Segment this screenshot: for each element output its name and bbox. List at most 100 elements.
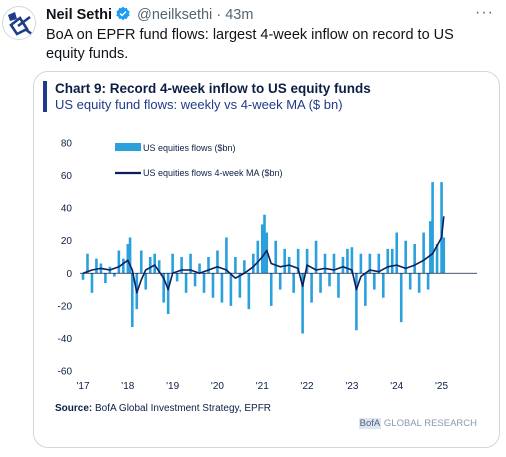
weekly-flow-bar	[305, 248, 309, 274]
legend-label-weekly: US equities flows ($bn)	[143, 143, 236, 153]
y-tick-label: 0	[66, 269, 72, 280]
weekly-flow-bar	[386, 248, 390, 274]
x-tick-label: '23	[345, 381, 358, 392]
weekly-flow-bar	[122, 258, 125, 274]
weekly-flow-bar	[95, 258, 98, 274]
source-label: Source:	[55, 403, 93, 414]
weekly-flow-bar	[90, 273, 94, 293]
weekly-flow-bar	[81, 273, 85, 280]
weekly-flow-bar	[314, 240, 318, 274]
y-tick-label: 80	[61, 139, 73, 150]
source-note: Source: BofA Global Investment Strategy,…	[55, 403, 271, 414]
weekly-flow-bar	[377, 253, 381, 274]
weekly-flow-bar	[390, 248, 394, 274]
x-tick-label: '18	[121, 381, 134, 392]
weekly-flow-bar	[350, 247, 354, 274]
weekly-flow-bar	[431, 182, 434, 274]
weekly-flow-bar	[435, 243, 439, 274]
x-tick-label: '22	[301, 381, 314, 392]
author-name[interactable]: Neil Sethi	[46, 7, 113, 23]
author-handle[interactable]: @neilksethi	[137, 7, 213, 23]
weekly-flow-bar	[162, 273, 165, 303]
chart-subtitle: US equity fund flows: weekly vs 4-week M…	[55, 97, 343, 112]
x-axis: '17 '18 '19 '20 '21 '22 '23 '24 '25	[76, 381, 448, 392]
avatar[interactable]	[2, 6, 36, 40]
weekly-flow-bar	[117, 250, 121, 274]
y-tick-label: 20	[61, 236, 73, 247]
weekly-flow-bar	[278, 273, 282, 290]
tweet-header: Neil Sethi @neilksethi · 43m ···	[46, 4, 498, 26]
weekly-flow-bar	[359, 253, 363, 274]
weekly-flow-bar	[247, 273, 251, 310]
brand-mark: BofA GLOBAL RESEARCH	[358, 418, 477, 429]
weekly-flow-bar	[126, 243, 130, 274]
weekly-flow-bar	[263, 214, 266, 274]
x-tick-label: '17	[76, 381, 89, 392]
weekly-flow-bar	[104, 273, 107, 284]
weekly-flow-bar	[292, 273, 295, 293]
weekly-flow-bar	[373, 273, 376, 290]
weekly-flow-bar	[346, 248, 349, 274]
ma-line	[82, 216, 445, 294]
weekly-flow-bar	[301, 273, 304, 334]
weekly-flow-bar	[319, 273, 322, 293]
weekly-flow-bar	[440, 182, 443, 274]
weekly-flow-bar	[211, 273, 215, 298]
tweet-text: BoA on EPFR fund flows: largest 4-week i…	[46, 27, 454, 62]
x-tick-label: '21	[256, 381, 269, 392]
weekly-flow-bar	[260, 224, 264, 274]
weekly-flow-bar	[323, 253, 327, 274]
weekly-flow-bar	[202, 273, 206, 293]
weekly-flow-bar	[175, 273, 179, 282]
media-card[interactable]: Chart 9: Record 4-week inflow to US equi…	[33, 71, 500, 448]
weekly-flow-bar	[166, 273, 170, 314]
weekly-flow-bar	[337, 273, 340, 298]
y-axis: 80 60 40 20 0 -20 -40 -60	[58, 139, 73, 378]
weekly-flow-bar	[429, 221, 432, 274]
y-tick-label: 40	[61, 204, 73, 215]
weekly-flow-bar	[364, 273, 367, 306]
weekly-flow-bar	[256, 240, 260, 274]
y-tick-label: -60	[58, 367, 73, 378]
source-text: BofA Global Investment Strategy, EPFR	[92, 403, 272, 414]
weekly-flow-bar	[128, 237, 132, 274]
separator-dot: ·	[216, 7, 222, 23]
weekly-flow-bar	[269, 273, 273, 306]
weekly-flow-bar	[252, 253, 255, 274]
weekly-flow-bar	[426, 273, 430, 290]
bofa-logo-icon	[4, 8, 35, 39]
weekly-flow-bar	[113, 273, 116, 277]
weekly-flow-bar	[442, 237, 446, 274]
weekly-flow-bar	[238, 273, 242, 298]
weekly-flow-bar	[332, 253, 336, 274]
weekly-flow-bar	[274, 240, 278, 274]
weekly-flow-bar	[422, 232, 425, 274]
weekly-flow-bar	[408, 273, 412, 290]
weekly-flow-bar	[310, 273, 313, 303]
weekly-flow-bar	[139, 250, 143, 274]
more-icon[interactable]: ···	[475, 4, 494, 21]
weekly-flow-bar	[216, 250, 219, 274]
verified-badge-icon	[116, 6, 130, 21]
x-tick-label: '19	[166, 381, 179, 392]
weekly-flow-bar	[355, 273, 358, 331]
weekly-flow-bar	[399, 273, 403, 323]
brand-suffix: GLOBAL RESEARCH	[381, 418, 477, 429]
x-tick-label: '25	[435, 381, 448, 392]
weekly-flow-bar	[341, 257, 345, 274]
weekly-flow-bar	[413, 243, 416, 274]
fund-flows-chart: 80 60 40 20 0 -20 -40 -60 '17 '18 '19 '20 '21 '22 '23…	[58, 139, 477, 392]
weekly-flow-bar	[171, 253, 174, 274]
weekly-flow-bar	[144, 273, 148, 290]
weekly-flow-bar	[404, 240, 407, 274]
weekly-flow-bar	[184, 273, 188, 293]
weekly-flow-bar	[148, 257, 152, 274]
chart-title: Chart 9: Record 4-week inflow to US equi…	[55, 81, 371, 96]
weekly-flow-bar	[193, 273, 197, 287]
weekly-flow-bar	[153, 253, 157, 274]
legend-label-ma: US equities flows 4-week MA ($bn)	[143, 168, 283, 178]
timestamp[interactable]: 43m	[225, 7, 254, 23]
weekly-flow-bar	[296, 248, 300, 274]
x-tick-label: '20	[211, 381, 224, 392]
weekly-flow-bar	[220, 273, 224, 303]
